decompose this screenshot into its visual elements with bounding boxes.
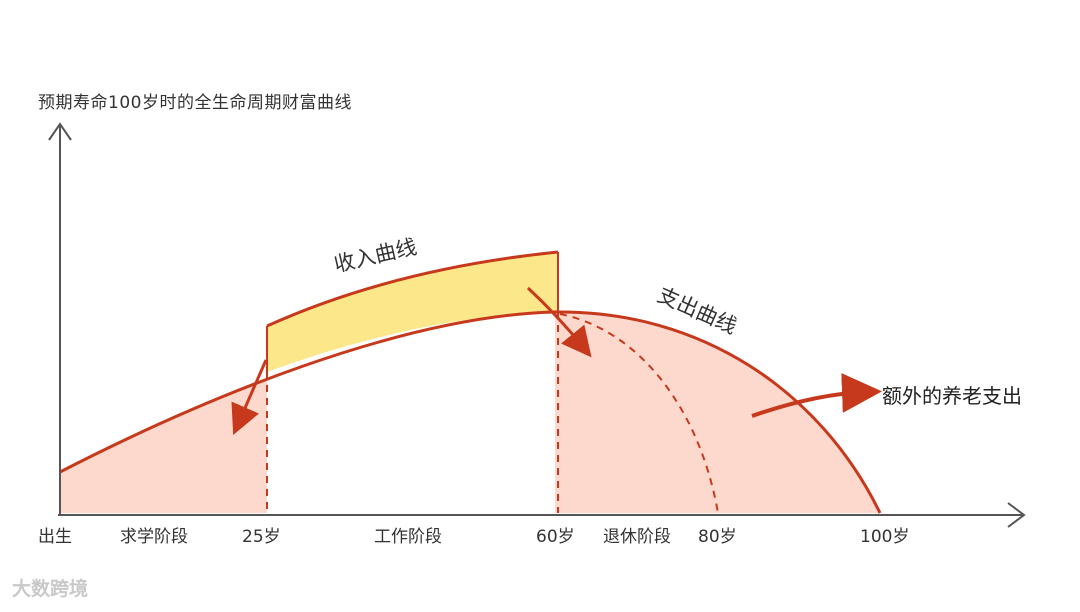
expense-curve-80-dashed [559,313,719,514]
working-gap [267,312,555,513]
y-axis-arrow [48,122,72,141]
watermark: 大数跨境 [12,578,89,600]
arrow-down-left [231,359,268,435]
diagram-title: 预期寿命100岁时的全生命周期财富曲线 [38,93,352,113]
x-label-age60: 60岁 [536,527,575,547]
arrow-down-right [526,286,592,358]
arrow-extra-pension [751,372,882,418]
x-label-work: 工作阶段 [374,527,442,547]
income-curve [266,250,559,328]
x-label-study: 求学阶段 [120,527,188,547]
income-curve-label: 收入曲线 [332,235,419,277]
x-label-age100: 100岁 [860,527,910,547]
x-label-age25: 25岁 [242,527,281,547]
income-area [267,252,558,372]
x-label-age80: 80岁 [698,527,737,547]
x-label-retire: 退休阶段 [603,527,671,547]
x-axis-arrow [1007,502,1026,528]
x-label-birth: 出生 [38,527,72,547]
extra-pension-label: 额外的养老支出 [882,384,1022,408]
